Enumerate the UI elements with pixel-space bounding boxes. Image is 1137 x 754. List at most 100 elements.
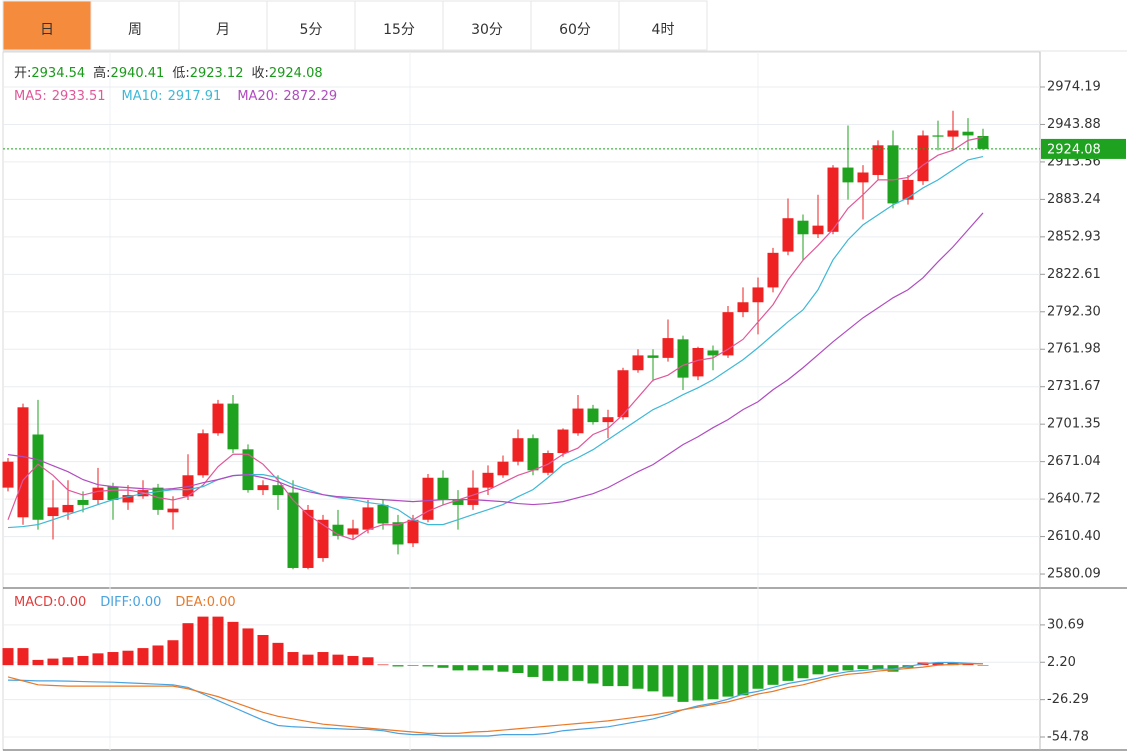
macd-bar: [677, 665, 689, 702]
macd-bar: [242, 628, 254, 666]
candle-body: [407, 519, 419, 544]
macd-bar: [92, 653, 104, 666]
macd-bar: [782, 665, 794, 681]
tab[interactable]: [354, 0, 444, 51]
tab[interactable]: [90, 0, 180, 51]
macd-bar: [137, 648, 149, 666]
ohlc-value: 2923.12: [190, 66, 244, 81]
candle-body: [662, 338, 674, 358]
tab-label[interactable]: 15分: [383, 22, 415, 38]
candle-body: [587, 408, 599, 423]
candle-body: [107, 486, 119, 500]
y-tick-label: 2883.24: [1047, 192, 1101, 207]
macd-legend-item: DEA:0.00: [175, 595, 235, 610]
last-price-label: 2924.08: [1047, 142, 1101, 157]
macd-bar: [287, 652, 299, 666]
macd-bar: [2, 648, 14, 666]
macd-bar: [182, 623, 194, 666]
y-tick-label: 2.20: [1047, 655, 1076, 670]
candle-body: [692, 347, 704, 377]
candle-body: [737, 302, 749, 313]
macd-bar: [497, 665, 509, 672]
tab-label[interactable]: 日: [40, 22, 54, 38]
macd-bar: [47, 658, 59, 666]
tab-label[interactable]: 周: [128, 22, 142, 38]
candle-body: [362, 507, 374, 530]
candle-body: [842, 167, 854, 183]
candle-body: [317, 519, 329, 559]
ohlc-value: 2934.54: [31, 66, 85, 81]
macd-bar: [557, 665, 569, 681]
macd-bar: [437, 665, 449, 668]
macd-bar: [32, 659, 44, 666]
ohlc-label: 开:: [14, 66, 31, 81]
candle-body: [92, 487, 104, 500]
candle-body: [497, 461, 509, 476]
macd-bar: [977, 665, 989, 666]
y-tick-label: 2731.67: [1047, 379, 1101, 394]
indicator-line: [7, 155, 984, 529]
y-tick-label: 2822.61: [1047, 267, 1101, 282]
ma-legend-name: MA5:: [14, 89, 47, 104]
y-tick-label: -54.78: [1047, 729, 1089, 744]
macd-bar: [857, 665, 869, 670]
ma-legend-name: MA10:: [122, 89, 163, 104]
macd-bar: [962, 663, 974, 666]
ohlc-value: 2924.08: [269, 66, 323, 81]
macd-bar: [842, 665, 854, 671]
candle-body: [722, 312, 734, 356]
macd-bar: [737, 665, 749, 696]
tab[interactable]: [2, 0, 92, 51]
macd-legend-item: MACD:0.00: [14, 595, 86, 610]
candle-body: [482, 472, 494, 488]
macd-bar: [422, 665, 434, 667]
macd-bar: [947, 662, 959, 666]
tab-label[interactable]: 60分: [559, 22, 591, 38]
tab-label[interactable]: 5分: [300, 22, 323, 38]
candle-body: [2, 461, 14, 488]
candle-body: [962, 131, 974, 136]
macd-bar: [347, 655, 359, 666]
macd-legend: MACD:0.00 DIFF:0.00 DEA:0.00: [14, 595, 236, 610]
macd-bar: [392, 665, 404, 667]
macd-legend-item: DIFF:0.00: [100, 595, 161, 610]
macd-bar: [692, 665, 704, 701]
candle-body: [302, 509, 314, 568]
tab[interactable]: [178, 0, 268, 51]
candle-body: [752, 287, 764, 303]
macd-bar: [122, 650, 134, 666]
macd-bar: [317, 652, 329, 666]
y-tick-label: 2701.35: [1047, 417, 1101, 432]
macd-bar: [632, 665, 644, 689]
candle-body: [197, 433, 209, 476]
candle-body: [272, 485, 284, 496]
tab-label[interactable]: 30分: [471, 22, 503, 38]
candle-body: [557, 429, 569, 454]
macd-bar: [17, 648, 29, 666]
candle-body: [62, 504, 74, 513]
y-tick-label: 2852.93: [1047, 229, 1101, 244]
tab-label[interactable]: 月: [216, 22, 230, 38]
candle-body: [602, 417, 614, 423]
candle-body: [707, 350, 719, 356]
indicator-line: [7, 212, 984, 506]
candle-body: [347, 528, 359, 535]
tab[interactable]: [618, 0, 708, 51]
macd-bar: [527, 665, 539, 677]
macd-bar: [272, 642, 284, 666]
candle-body: [377, 504, 389, 524]
macd-bar: [797, 665, 809, 679]
ohlc-label: 高:: [93, 65, 110, 81]
macd-bar: [467, 665, 479, 671]
candle-body: [947, 130, 959, 137]
macd-bar: [662, 665, 674, 697]
candle-body: [977, 135, 989, 149]
tab-label[interactable]: 4时: [652, 22, 675, 38]
candle-body: [182, 475, 194, 497]
macd-bar: [872, 665, 884, 670]
macd-bar: [512, 665, 524, 674]
tab[interactable]: [266, 0, 356, 51]
candle-body: [152, 487, 164, 510]
candle-body: [242, 449, 254, 491]
